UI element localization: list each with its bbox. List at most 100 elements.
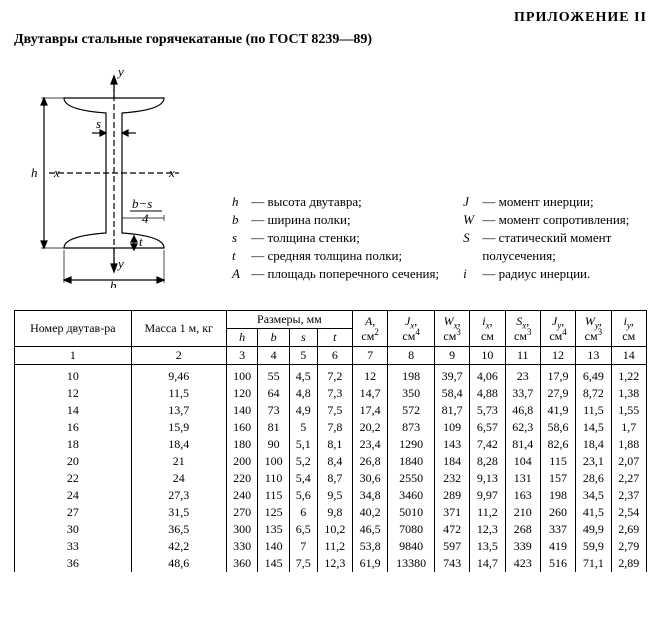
table-cell: 14,7	[470, 555, 505, 572]
hdr-dims: Размеры, мм	[226, 311, 352, 329]
table-cell: 8,4	[317, 453, 352, 470]
table-cell: 7,3	[317, 385, 352, 402]
table-cell: 4,88	[470, 385, 505, 402]
table-cell: 2,79	[611, 538, 646, 555]
table-cell: 49,9	[576, 521, 611, 538]
table-cell: 55	[258, 365, 290, 386]
table-cell: 34,8	[352, 487, 387, 504]
legend-row: S — статический момент	[463, 230, 629, 246]
table-cell: 33	[15, 538, 132, 555]
legend-row: i — радиус инерции.	[463, 266, 629, 282]
table-cell: 9,46	[131, 365, 226, 386]
legend-row: h — высота двутавра;	[232, 194, 439, 210]
table-cell: 419	[540, 538, 575, 555]
table-cell: 9,13	[470, 470, 505, 487]
legend-left: h — высота двутавра;b — ширина полки;s —…	[232, 194, 439, 282]
table-cell: 7,2	[317, 365, 352, 386]
legend-row: b — ширина полки;	[232, 212, 439, 228]
table-cell: 61,9	[352, 555, 387, 572]
table-cell: 24	[131, 470, 226, 487]
table-cell: 14,5	[576, 419, 611, 436]
hdr-Sx: Sx,см3	[505, 311, 540, 347]
dim-h: h	[31, 165, 38, 180]
colnum: 14	[611, 347, 646, 365]
table-cell: 7,5	[289, 555, 317, 572]
table-cell: 5010	[388, 504, 435, 521]
colnum: 1	[15, 347, 132, 365]
legend-row: t — средняя толщина полки;	[232, 248, 439, 264]
table-cell: 1290	[388, 436, 435, 453]
table-cell: 12,3	[470, 521, 505, 538]
table-cell: 81,4	[505, 436, 540, 453]
table-cell: 210	[505, 504, 540, 521]
table-cell: 42,2	[131, 538, 226, 555]
legend-row: J — момент инерции;	[463, 194, 629, 210]
table-cell: 240	[226, 487, 258, 504]
table-cell: 81,7	[434, 402, 469, 419]
appendix-label: ПРИЛОЖЕНИЕ II	[14, 10, 647, 26]
table-cell: 12	[15, 385, 132, 402]
table-cell: 12,3	[317, 555, 352, 572]
column-numbers: 1234567891011121314	[15, 347, 647, 365]
table-cell: 6	[289, 504, 317, 521]
colnum: 10	[470, 347, 505, 365]
table-cell: 11,5	[131, 385, 226, 402]
table-cell: 53,8	[352, 538, 387, 555]
dim-s: s	[96, 116, 101, 131]
hdr-Jx: Jx,см4	[388, 311, 435, 347]
dim-b: b	[110, 278, 117, 288]
table-cell: 371	[434, 504, 469, 521]
hdr-Wx: Wx,см3	[434, 311, 469, 347]
table-row: 3036,53001356,510,246,5708047212,3268337…	[15, 521, 647, 538]
table-cell: 260	[540, 504, 575, 521]
table-cell: 40,2	[352, 504, 387, 521]
table-cell: 81	[258, 419, 290, 436]
table-cell: 1840	[388, 453, 435, 470]
table-cell: 59,9	[576, 538, 611, 555]
table-cell: 198	[540, 487, 575, 504]
table-cell: 289	[434, 487, 469, 504]
table-row: 3648,63601457,512,361,91338074314,742351…	[15, 555, 647, 572]
table-cell: 82,6	[540, 436, 575, 453]
table-cell: 10,2	[317, 521, 352, 538]
table-cell: 743	[434, 555, 469, 572]
hdr-A: A,см2	[352, 311, 387, 347]
axis-x-right: x	[168, 165, 175, 180]
table-cell: 163	[505, 487, 540, 504]
table-cell: 268	[505, 521, 540, 538]
table-cell: 423	[505, 555, 540, 572]
table-cell: 23,4	[352, 436, 387, 453]
table-row: 20212001005,28,426,818401848,2810411523,…	[15, 453, 647, 470]
table-cell: 140	[258, 538, 290, 555]
table-cell: 100	[258, 453, 290, 470]
table-cell: 100	[226, 365, 258, 386]
table-cell: 33,7	[505, 385, 540, 402]
table-cell: 9,8	[317, 504, 352, 521]
top-section: y y x x s h b t b−s 4 h — высота двутавр…	[14, 58, 647, 292]
table-cell: 34,5	[576, 487, 611, 504]
table-cell: 58,4	[434, 385, 469, 402]
table-cell: 125	[258, 504, 290, 521]
table-cell: 11,2	[470, 504, 505, 521]
table-cell: 12	[352, 365, 387, 386]
table-cell: 13380	[388, 555, 435, 572]
table-cell: 516	[540, 555, 575, 572]
table-cell: 180	[226, 436, 258, 453]
colnum: 11	[505, 347, 540, 365]
table-cell: 597	[434, 538, 469, 555]
table-cell: 7080	[388, 521, 435, 538]
colnum: 3	[226, 347, 258, 365]
legend-row: полусечения;	[463, 248, 629, 264]
table-cell: 62,3	[505, 419, 540, 436]
table-cell: 13,5	[470, 538, 505, 555]
table-cell: 200	[226, 453, 258, 470]
table-cell: 115	[258, 487, 290, 504]
table-cell: 120	[226, 385, 258, 402]
frac-bot: 4	[142, 211, 149, 226]
table-cell: 2,37	[611, 487, 646, 504]
table-cell: 18	[15, 436, 132, 453]
table-cell: 22	[15, 470, 132, 487]
table-row: 1818,4180905,18,123,412901437,4281,482,6…	[15, 436, 647, 453]
table-cell: 4,9	[289, 402, 317, 419]
table-cell: 350	[388, 385, 435, 402]
